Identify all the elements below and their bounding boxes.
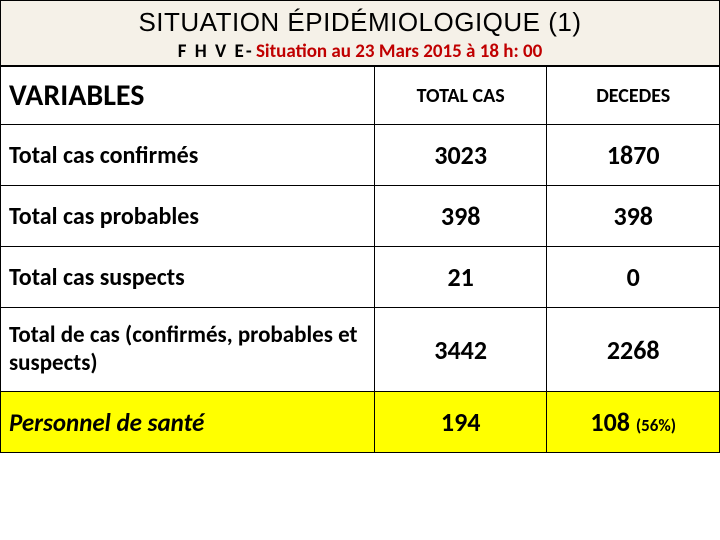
cell-total: 21: [374, 247, 547, 308]
cell-total: 3023: [374, 125, 547, 186]
col-header-variables: VARIABLES: [1, 67, 375, 125]
col-header-decedes: DECEDES: [547, 67, 720, 125]
cell-total: 3442: [374, 308, 547, 392]
cell-decedes: 108 (56%): [547, 392, 720, 453]
cell-total: 398: [374, 186, 547, 247]
epidemio-table: VARIABLES TOTAL CAS DECEDES Total cas co…: [0, 66, 720, 453]
cell-decedes: 1870: [547, 125, 720, 186]
subtitle-date: Situation au 23 Mars 2015 à 18 h: 00: [256, 40, 542, 63]
row-label: Total cas confirmés: [1, 125, 375, 186]
table-row: Total cas suspects210: [1, 247, 720, 308]
table-row: Total de cas (confirmés, probables et su…: [1, 308, 720, 392]
row-label: Total cas suspects: [1, 247, 375, 308]
cell-decedes: 398: [547, 186, 720, 247]
row-label: Total cas probables: [1, 186, 375, 247]
cell-total: 194: [374, 392, 547, 453]
table-header-row: VARIABLES TOTAL CAS DECEDES: [1, 67, 720, 125]
cell-decedes: 0: [547, 247, 720, 308]
row-label: Personnel de santé: [1, 392, 375, 453]
table-row: Total cas probables398398: [1, 186, 720, 247]
page-title: SITUATION ÉPIDÉMIOLOGIQUE (1): [5, 7, 715, 38]
table-row: Personnel de santé194108 (56%): [1, 392, 720, 453]
row-label: Total de cas (confirmés, probables et su…: [1, 308, 375, 392]
subtitle-dash: -: [246, 40, 256, 63]
subtitle-prefix: F H V E: [178, 40, 246, 63]
title-bar: SITUATION ÉPIDÉMIOLOGIQUE (1) F H V E- S…: [0, 0, 720, 66]
cell-decedes: 2268: [547, 308, 720, 392]
subtitle: F H V E- Situation au 23 Mars 2015 à 18 …: [5, 40, 715, 63]
col-header-total: TOTAL CAS: [374, 67, 547, 125]
table-row: Total cas confirmés30231870: [1, 125, 720, 186]
